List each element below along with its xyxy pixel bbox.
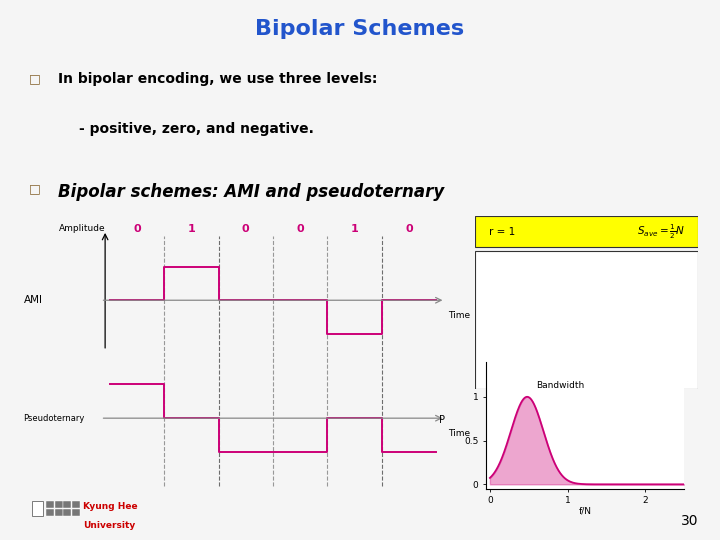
X-axis label: f/N: f/N [578, 507, 592, 516]
Bar [72, 501, 80, 509]
Text: 30: 30 [681, 514, 698, 528]
Text: Amplitude: Amplitude [58, 225, 105, 233]
Text: 0: 0 [297, 225, 304, 234]
Bar [63, 509, 71, 516]
Text: In bipolar encoding, we use three levels:: In bipolar encoding, we use three levels… [58, 72, 377, 86]
Text: □: □ [29, 183, 40, 195]
Bar [32, 501, 43, 516]
Bar [475, 251, 698, 389]
Text: r = 1: r = 1 [489, 227, 515, 237]
Text: 0: 0 [133, 225, 140, 234]
Bar [475, 216, 698, 247]
Text: Time: Time [448, 429, 469, 438]
Bar [63, 501, 71, 509]
Text: Pseudoternary: Pseudoternary [24, 414, 85, 423]
Text: - positive, zero, and negative.: - positive, zero, and negative. [79, 122, 314, 136]
Text: University: University [83, 521, 135, 530]
Text: Bipolar Schemes: Bipolar Schemes [256, 19, 464, 39]
Bar [46, 501, 54, 509]
Text: AMI: AMI [24, 295, 42, 305]
Text: 0: 0 [405, 225, 413, 234]
Text: 1: 1 [187, 225, 195, 234]
Text: Bipolar schemes: AMI and pseudoternary: Bipolar schemes: AMI and pseudoternary [58, 183, 444, 200]
Text: Bandwidth: Bandwidth [536, 381, 585, 390]
Text: 0: 0 [242, 225, 250, 234]
Bar [46, 509, 54, 516]
Text: 1: 1 [351, 225, 359, 234]
Bar [55, 509, 63, 516]
Text: Time: Time [448, 312, 469, 320]
Text: Kyung Hee: Kyung Hee [83, 502, 138, 511]
Text: □: □ [29, 72, 40, 85]
Text: $S_{ave} = \frac{1}{2}N$: $S_{ave} = \frac{1}{2}N$ [636, 222, 685, 241]
Bar [55, 501, 63, 509]
Bar [72, 509, 80, 516]
Y-axis label: P: P [439, 415, 446, 426]
